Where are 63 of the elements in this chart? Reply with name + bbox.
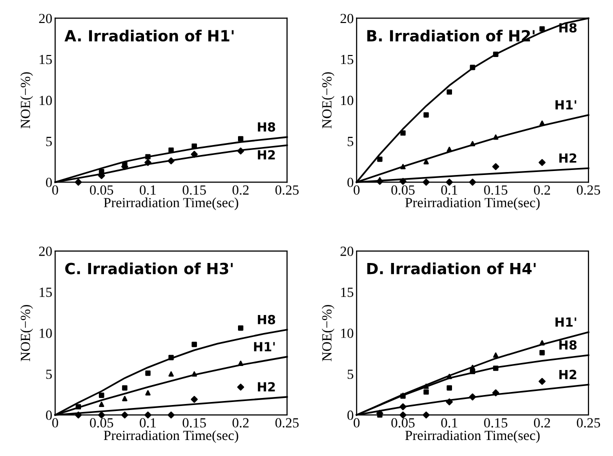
y-tick-label: 5 [348,136,354,146]
x-tick-label: 0.25 [275,185,299,195]
y-tick-label: 10 [341,96,354,106]
x-axis-title: Preirradiation Time(sec) [405,430,540,443]
x-tick-label: 0.2 [232,418,249,428]
x-tick-label: 0.1 [441,418,458,428]
y-tick-label: 0 [46,410,52,420]
y-tick-label: 15 [341,288,354,297]
series-label: H2 [258,382,275,392]
series-label: H2 [559,153,576,163]
y-axis-title: NOE(−%) [20,305,33,362]
y-tick-label: 10 [40,328,52,338]
y-tick-label: 15 [341,54,354,64]
y-tick-label: 0 [347,178,354,188]
y-tick-label: 20 [340,14,354,24]
x-tick-label: 0.15 [484,418,508,428]
x-tick-label: 0.2 [534,185,550,195]
text: B. Irradiation of H2' [367,30,535,42]
series-label: H8 [559,23,577,33]
y-tick-label: 15 [40,54,52,64]
text: D. Irradiation of H4' [367,262,536,274]
y-tick-label: 10 [40,96,52,106]
x-tick-label: 0.1 [140,418,156,428]
y-tick-label: 15 [40,288,52,297]
y-tick-label: 5 [46,136,52,146]
series-label: H1' [556,317,576,327]
x-tick-label: 0.15 [484,185,508,195]
y-axis-title: NOE(−%) [20,72,33,128]
y-axis-title: NOE(−%) [322,72,334,128]
y-axis-title: NOE(−%) [322,305,334,362]
series-label: H8 [559,340,577,350]
x-tick-label: 0.15 [182,185,206,195]
x-tick-label: 0.05 [391,418,415,428]
x-tick-label: 0.15 [182,418,206,428]
y-tick-label: 10 [341,328,354,338]
series-label: H1' [254,342,275,352]
x-tick-label: 0.1 [441,185,458,195]
series-label: H8 [258,122,276,132]
text: C. Irradiation of H3' [65,262,233,274]
x-tick-label: 0.05 [391,185,415,195]
x-tick-label: 0.2 [534,418,550,428]
series-label: H1' [556,100,576,110]
series-label: H8 [258,314,276,324]
y-tick-label: 0 [347,410,354,420]
y-tick-label: 20 [39,246,52,256]
x-axis-title: Preirradiation Time(sec) [104,198,238,210]
y-tick-label: 5 [348,370,354,379]
x-tick-label: 0.25 [275,418,299,428]
x-tick-label: 0.05 [90,418,114,428]
x-tick-label: 0.05 [90,185,114,195]
series-label: H2 [559,370,576,380]
x-tick-label: 0.25 [576,418,600,428]
y-tick-label: 5 [46,370,52,379]
x-axis-title: Preirradiation Time(sec) [104,430,238,443]
text: A. Irradiation of H1' [64,30,234,42]
x-tick-label: 0.1 [140,185,156,195]
y-tick-label: 20 [340,246,354,256]
y-tick-label: 0 [46,178,52,188]
x-axis-title: Preirradiation Time(sec) [405,198,540,210]
y-tick-label: 20 [39,14,52,24]
series-label: H2 [258,150,275,160]
x-tick-label: 0.2 [232,185,249,195]
x-tick-label: 0.25 [576,185,600,195]
